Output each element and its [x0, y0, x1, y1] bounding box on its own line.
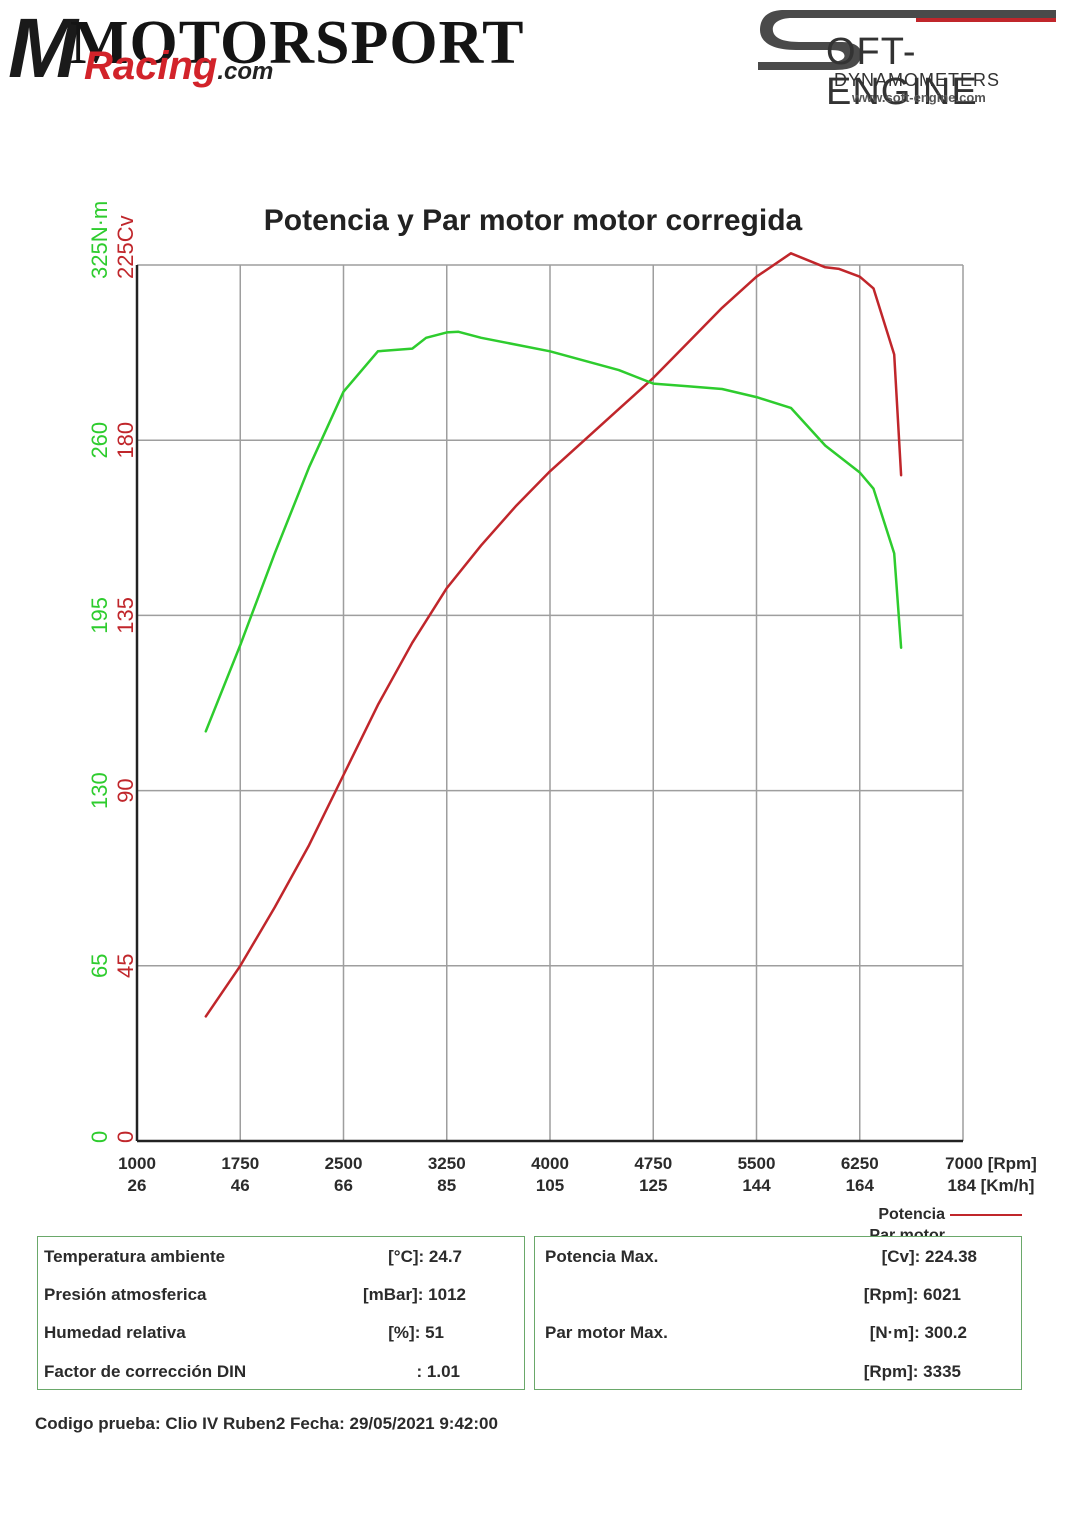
y-tick-label-nm: 195 [87, 597, 112, 634]
x-tick-label-rpm: 7000 [Rpm] [945, 1154, 1037, 1173]
y-tick-label-cv: 45 [113, 954, 138, 978]
logo-url: www.soft-engine.com [852, 90, 986, 105]
x-tick-label-kmh: 66 [334, 1176, 353, 1195]
y-tick-label-nm: 65 [87, 954, 112, 978]
motorsport-logo: M MOTORSPORT Racing.com [8, 6, 588, 96]
logo-motorsport-text: MOTORSPORT [70, 9, 525, 77]
x-tick-label-kmh: 144 [742, 1176, 771, 1195]
logo-dotcom: .com [217, 58, 274, 85]
logo-racing-word: Racing [84, 44, 218, 88]
y-tick-label-cv: 180 [113, 422, 138, 459]
x-tick-label-kmh: 26 [128, 1176, 147, 1195]
x-tick-label-rpm: 1000 [118, 1154, 156, 1173]
x-tick-label-kmh: 85 [437, 1176, 456, 1195]
condition-value: [mBar]: 1012 [363, 1285, 466, 1304]
result-label: Par motor Max. [545, 1323, 668, 1342]
result-label: Potencia Max. [545, 1247, 659, 1266]
condition-value: [%]: 51 [388, 1323, 444, 1342]
y-tick-label-cv: 0 [113, 1131, 138, 1143]
series-line-potencia [204, 252, 903, 1018]
y-tick-label-cv: 135 [113, 597, 138, 634]
condition-label: Presión atmosferica [44, 1285, 207, 1304]
result-value: [N·m]: 300.2 [869, 1323, 967, 1342]
conditions-box: Temperatura ambiente [°C]: 24.7 Presión … [37, 1236, 525, 1390]
result-value: [Rpm]: 3335 [863, 1362, 961, 1381]
chart-title: Potencia y Par motor motor corregida [264, 204, 803, 237]
series-line-par-motor [204, 330, 903, 733]
x-tick-label-kmh: 46 [231, 1176, 250, 1195]
soft-engine-s-icon [758, 10, 1056, 70]
results-box: Potencia Max. [Cv]: 224.38 [Rpm]: 6021 P… [534, 1236, 1022, 1390]
x-tick-label-rpm: 5500 [738, 1154, 776, 1173]
condition-value: : 1.01 [416, 1362, 460, 1381]
y-tick-label-nm: 260 [87, 422, 112, 459]
x-tick-label-rpm: 3250 [428, 1154, 466, 1173]
result-value: [Rpm]: 6021 [863, 1285, 961, 1304]
x-tick-label-rpm: 4000 [531, 1154, 569, 1173]
y-tick-label-nm: 325N·m [87, 201, 112, 279]
x-tick-label-kmh: 164 [846, 1176, 875, 1195]
soft-engine-logo: OFT-ENGINE DYNAMOMETERS www.soft-engine.… [756, 4, 1066, 113]
dyno-chart: Potencia y Par motor motor corregida 1000… [87, 201, 1037, 1195]
x-tick-label-rpm: 1750 [221, 1154, 259, 1173]
x-tick-label-rpm: 6250 [841, 1154, 879, 1173]
test-info-footer: Codigo prueba: Clio IV Ruben2 Fecha: 29/… [35, 1414, 498, 1433]
condition-label: Humedad relativa [44, 1323, 186, 1342]
legend-potencia-label: Potencia [878, 1206, 945, 1223]
logo-soft-engine-text: OFT-ENGINE [826, 31, 978, 113]
logo-m: M [8, 1, 78, 95]
condition-value: [°C]: 24.7 [388, 1247, 462, 1266]
condition-label: Temperatura ambiente [44, 1247, 226, 1266]
x-tick-label-kmh: 105 [536, 1176, 564, 1195]
condition-label: Factor de corrección DIN [44, 1362, 247, 1381]
y-tick-label-nm: 0 [87, 1131, 112, 1143]
y-tick-label-cv: 225Cv [113, 215, 138, 279]
logo-racing-text: Racing.com [84, 46, 273, 92]
x-tick-label-rpm: 2500 [325, 1154, 363, 1173]
x-tick-label-kmh: 125 [639, 1176, 667, 1195]
result-value: [Cv]: 224.38 [881, 1247, 977, 1266]
y-tick-label-nm: 130 [87, 772, 112, 809]
y-tick-label-cv: 90 [113, 778, 138, 802]
x-tick-label-kmh: 184 [Km/h] [948, 1176, 1035, 1195]
x-tick-label-rpm: 4750 [634, 1154, 672, 1173]
logo-dynamometers-text: DYNAMOMETERS [834, 70, 1001, 90]
